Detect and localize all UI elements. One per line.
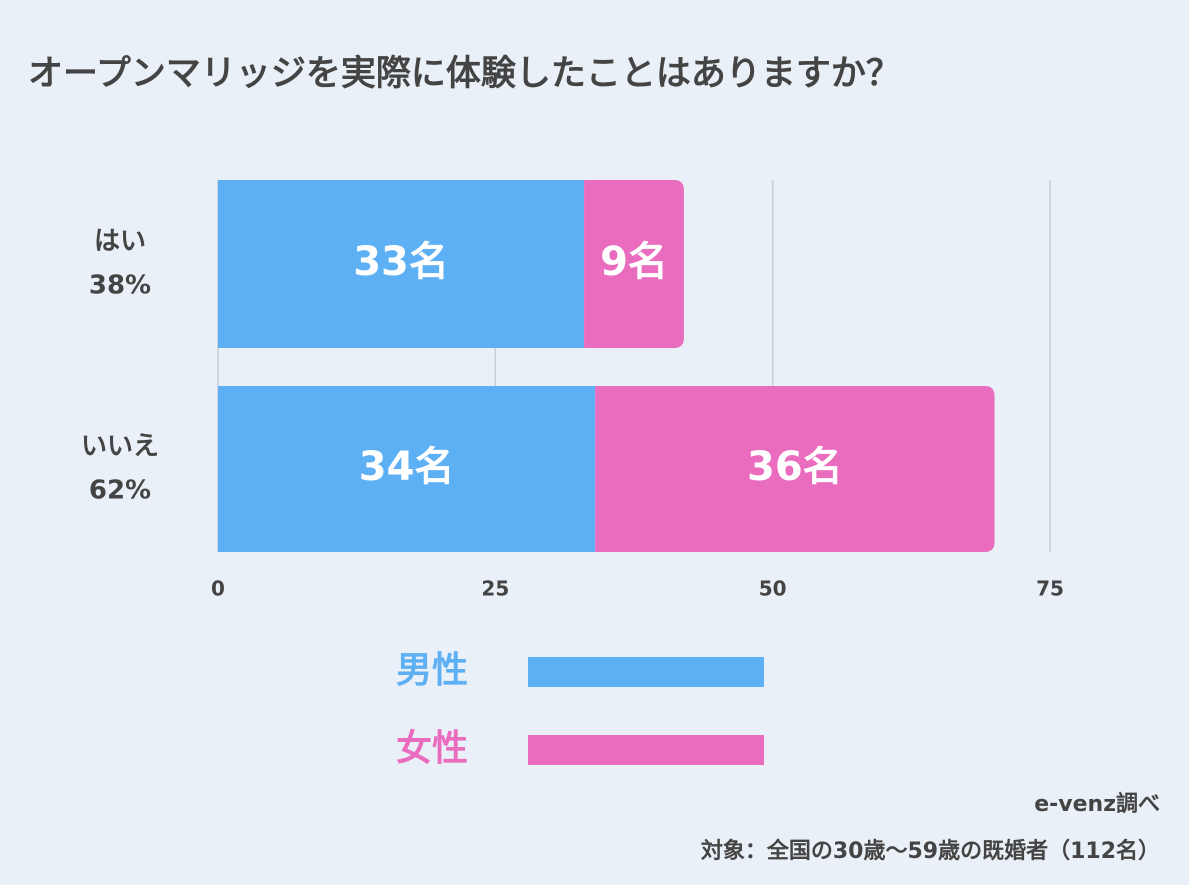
x-tick-label: 25	[481, 577, 509, 601]
data-label: 34名	[359, 444, 455, 490]
category-label: はい	[94, 227, 146, 257]
data-label: 33名	[353, 239, 449, 285]
x-tick-label: 75	[1036, 577, 1064, 601]
bar	[218, 386, 596, 552]
bar	[218, 180, 585, 348]
chart-title: オープンマリッジを実際に体験したことはありますか？	[28, 54, 901, 94]
legend-swatch	[528, 735, 764, 765]
bar	[595, 386, 995, 552]
legend-label: 女性	[396, 728, 468, 769]
bar	[584, 180, 684, 348]
legend-label: 男性	[396, 650, 468, 691]
category-share: 38%	[89, 271, 151, 301]
data-label: 9名	[600, 239, 668, 285]
x-tick-label: 50	[759, 577, 787, 601]
source: e-venz調べ	[1034, 791, 1160, 817]
legend-swatch	[528, 657, 764, 687]
data-label: 36名	[747, 444, 843, 490]
category-label: いいえ	[81, 432, 159, 462]
note: 対象：全国の30歳〜59歳の既婚者（112名）	[701, 838, 1160, 864]
category-share: 62%	[89, 476, 151, 506]
x-tick-label: 0	[211, 577, 225, 601]
